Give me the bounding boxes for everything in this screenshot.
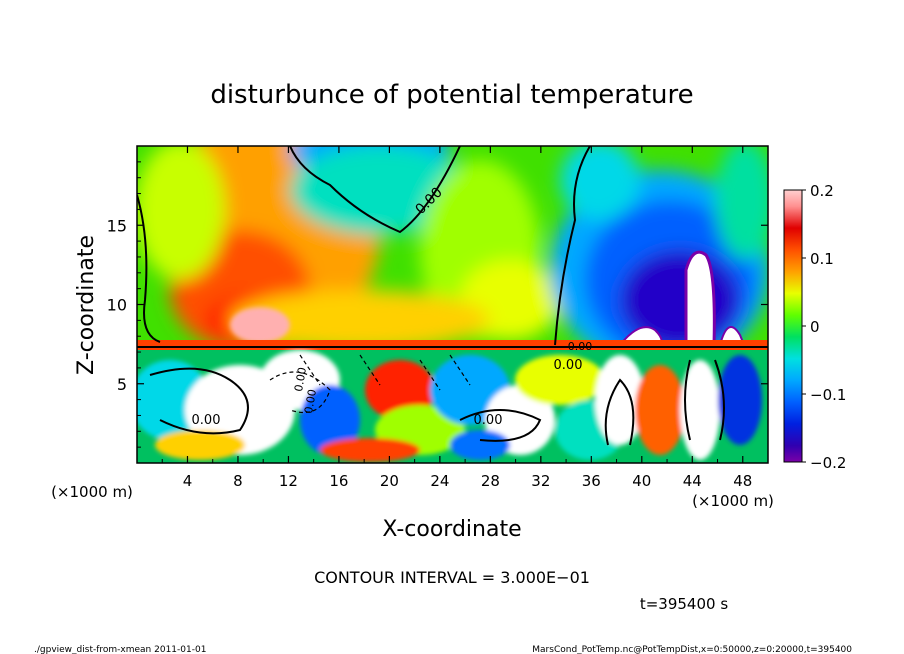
x-tick-label: 44 [683, 472, 702, 490]
x-axis: 4 8 12 16 20 24 28 32 36 40 44 48 [161, 146, 752, 490]
contour-label: 0.00 [302, 388, 319, 414]
x-tick-label: 24 [430, 472, 449, 490]
contour-interval: CONTOUR INTERVAL = 3.000E−01 [314, 568, 590, 587]
colorbar-tick-label: 0.1 [810, 250, 834, 268]
x-axis-label: X-coordinate [382, 517, 521, 542]
contour-label: 0.00 [474, 413, 503, 428]
x-tick-label: 12 [279, 472, 298, 490]
colorbar [783, 189, 803, 463]
y-tick-label: 5 [117, 375, 127, 394]
x-tick-label: 8 [233, 472, 243, 490]
contour-label: 0.00 [568, 340, 593, 353]
x-tick-label: 48 [733, 472, 752, 490]
colorbar-tick-label: 0 [810, 318, 820, 336]
x-tick-label: 20 [380, 472, 399, 490]
footer-right: MarsCond_PotTemp.nc@PotTempDist,x=0:5000… [532, 645, 852, 654]
y-axis-unit: (×1000 m) [51, 483, 133, 501]
colorbar-tick-label: −0.1 [810, 386, 846, 404]
x-tick-label: 40 [632, 472, 651, 490]
contour-label: 0.00 [292, 366, 309, 392]
colorbar-ticks: 0.2 0.1 0 −0.1 −0.2 [802, 182, 846, 472]
colorbar-tick-label: −0.2 [810, 454, 846, 472]
colorbar-tick-label: 0.2 [810, 182, 834, 200]
y-tick-label: 15 [107, 216, 127, 235]
footer-left: ./gpview_dist-from-xmean 2011-01-01 [34, 645, 206, 654]
contour-label: 0.00 [554, 358, 583, 373]
chart-title: disturbunce of potential temperature [210, 80, 693, 110]
x-tick-label: 28 [481, 472, 500, 490]
time-label: t=395400 s [640, 595, 728, 613]
y-axis: 5 10 15 [107, 161, 768, 448]
y-tick-label: 10 [107, 296, 127, 315]
plot-area [137, 146, 768, 463]
x-tick-label: 36 [582, 472, 601, 490]
x-axis-unit: (×1000 m) [692, 492, 774, 510]
x-tick-label: 16 [329, 472, 348, 490]
contour-label: 0.00 [192, 413, 221, 428]
x-tick-label: 32 [531, 472, 550, 490]
y-axis-label: Z-coordinate [74, 235, 99, 375]
x-tick-label: 4 [183, 472, 193, 490]
